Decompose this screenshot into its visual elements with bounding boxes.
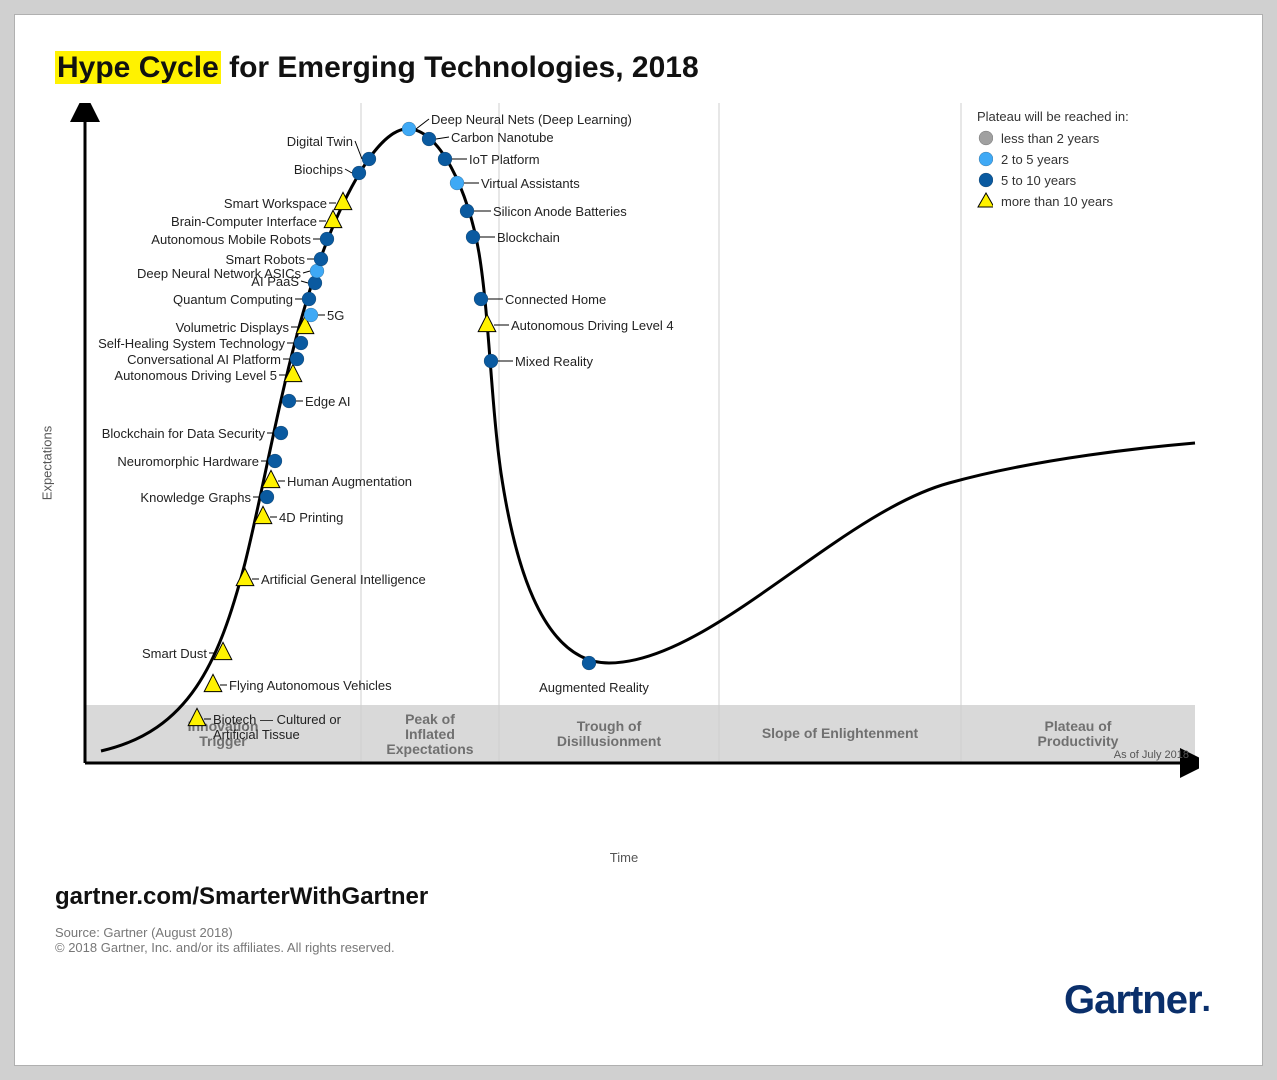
tech-point-label: Smart Dust bbox=[142, 647, 207, 662]
as-of-date: As of July 2018 bbox=[1114, 749, 1189, 761]
tech-point-label: Brain-Computer Interface bbox=[171, 215, 317, 230]
title-highlight: Hype Cycle bbox=[55, 51, 221, 84]
tech-point-label: Conversational AI Platform bbox=[127, 353, 281, 368]
source-line2: © 2018 Gartner, Inc. and/or its affiliat… bbox=[55, 940, 1222, 955]
tech-point-label: Artificial General Intelligence bbox=[261, 573, 426, 588]
legend-item: 2 to 5 years bbox=[977, 151, 1177, 167]
x-axis-label: Time bbox=[610, 850, 638, 865]
legend-item: more than 10 years bbox=[977, 193, 1177, 209]
tech-point-label: Virtual Assistants bbox=[481, 177, 580, 192]
legend-marker bbox=[977, 151, 993, 167]
tech-point-label: Flying Autonomous Vehicles bbox=[229, 679, 392, 694]
gartner-logo: Gartner. bbox=[1064, 978, 1210, 1023]
tech-point-label: Autonomous Driving Level 5 bbox=[114, 369, 277, 384]
tech-point-label: Self-Healing System Technology bbox=[98, 337, 285, 352]
legend-label: 5 to 10 years bbox=[1001, 173, 1076, 188]
tech-point-label: Volumetric Displays bbox=[176, 321, 289, 336]
y-axis-label: Expectations bbox=[40, 426, 55, 500]
tech-point-label: Smart Workspace bbox=[224, 197, 327, 212]
tech-point-label: Human Augmentation bbox=[287, 475, 412, 490]
svg-text:Slope of Enlightenment: Slope of Enlightenment bbox=[762, 725, 919, 741]
tech-point-label: Mixed Reality bbox=[515, 355, 593, 370]
tech-point-label: Neuromorphic Hardware bbox=[117, 455, 259, 470]
logo-dot: . bbox=[1202, 981, 1210, 1019]
tech-point-label: Carbon Nanotube bbox=[451, 131, 554, 146]
legend-marker bbox=[977, 130, 993, 146]
tech-point-label: Silicon Anode Batteries bbox=[493, 205, 627, 220]
tech-point-label: Autonomous Mobile Robots bbox=[151, 233, 311, 248]
tech-point-label: Smart Robots bbox=[226, 253, 305, 268]
tech-point-label: 4D Printing bbox=[279, 511, 343, 526]
tech-point-label: Knowledge Graphs bbox=[140, 491, 251, 506]
legend-label: less than 2 years bbox=[1001, 131, 1099, 146]
tech-point-label: Connected Home bbox=[505, 293, 606, 308]
tech-point-label: Edge AI bbox=[305, 395, 351, 410]
svg-text:Plateau ofProductivity: Plateau ofProductivity bbox=[1038, 718, 1119, 749]
tech-point-label: Digital Twin bbox=[287, 135, 353, 150]
tech-point-label: Quantum Computing bbox=[173, 293, 293, 308]
chart-area: InnovationTriggerPeak ofInflatedExpectat… bbox=[49, 103, 1199, 823]
legend-marker bbox=[977, 172, 993, 188]
tech-point-label: Blockchain for Data Security bbox=[102, 427, 265, 442]
legend-title: Plateau will be reached in: bbox=[977, 109, 1177, 124]
tech-point-label: 5G bbox=[327, 309, 344, 324]
tech-point-label: Biochips bbox=[294, 163, 343, 178]
legend-marker bbox=[977, 193, 993, 209]
tech-point-label: Deep Neural Nets (Deep Learning) bbox=[431, 113, 632, 128]
legend-label: 2 to 5 years bbox=[1001, 152, 1069, 167]
source-line1: Source: Gartner (August 2018) bbox=[55, 925, 1222, 940]
tech-point-label: Augmented Reality bbox=[534, 681, 654, 696]
tech-point-label: Deep Neural Network ASICs bbox=[137, 267, 301, 282]
tech-point-label: Biotech — Cultured orArtificial Tissue bbox=[213, 713, 341, 743]
tech-point-label: Autonomous Driving Level 4 bbox=[511, 319, 674, 334]
tech-point-label: IoT Platform bbox=[469, 153, 540, 168]
legend: Plateau will be reached in: less than 2 … bbox=[977, 109, 1177, 214]
legend-item: less than 2 years bbox=[977, 130, 1177, 146]
legend-label: more than 10 years bbox=[1001, 194, 1113, 209]
source-text: Source: Gartner (August 2018) © 2018 Gar… bbox=[55, 925, 1222, 955]
title-rest: for Emerging Technologies, 2018 bbox=[221, 51, 699, 84]
tech-point-label: Blockchain bbox=[497, 231, 560, 246]
footer-url: gartner.com/SmarterWithGartner bbox=[55, 883, 1222, 911]
chart-frame: Hype Cycle for Emerging Technologies, 20… bbox=[14, 14, 1263, 1066]
chart-title: Hype Cycle for Emerging Technologies, 20… bbox=[55, 51, 1222, 85]
legend-item: 5 to 10 years bbox=[977, 172, 1177, 188]
